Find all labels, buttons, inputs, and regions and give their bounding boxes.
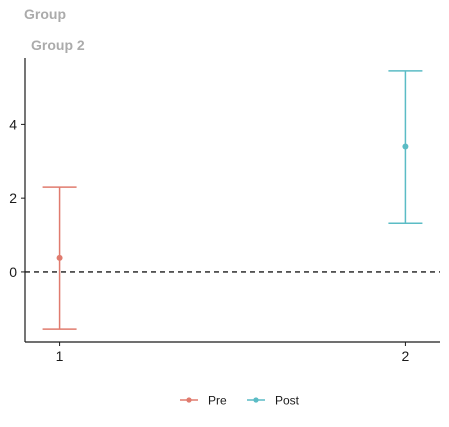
legend-label-pre: Pre	[208, 394, 227, 408]
legend-key-point-pre	[186, 397, 192, 403]
y-tick-label: 0	[9, 264, 17, 280]
y-tick-label: 2	[9, 190, 17, 206]
x-tick-label: 1	[56, 348, 64, 364]
legend-key-point-post	[253, 397, 259, 403]
x-tick-label: 2	[402, 348, 410, 364]
point-post	[402, 143, 409, 150]
chart-subtitle: Group 2	[31, 37, 85, 53]
y-tick-label: 4	[9, 116, 17, 132]
chart-title: Group	[24, 6, 66, 22]
legend-label-post: Post	[275, 394, 300, 408]
point-pre	[56, 254, 63, 261]
